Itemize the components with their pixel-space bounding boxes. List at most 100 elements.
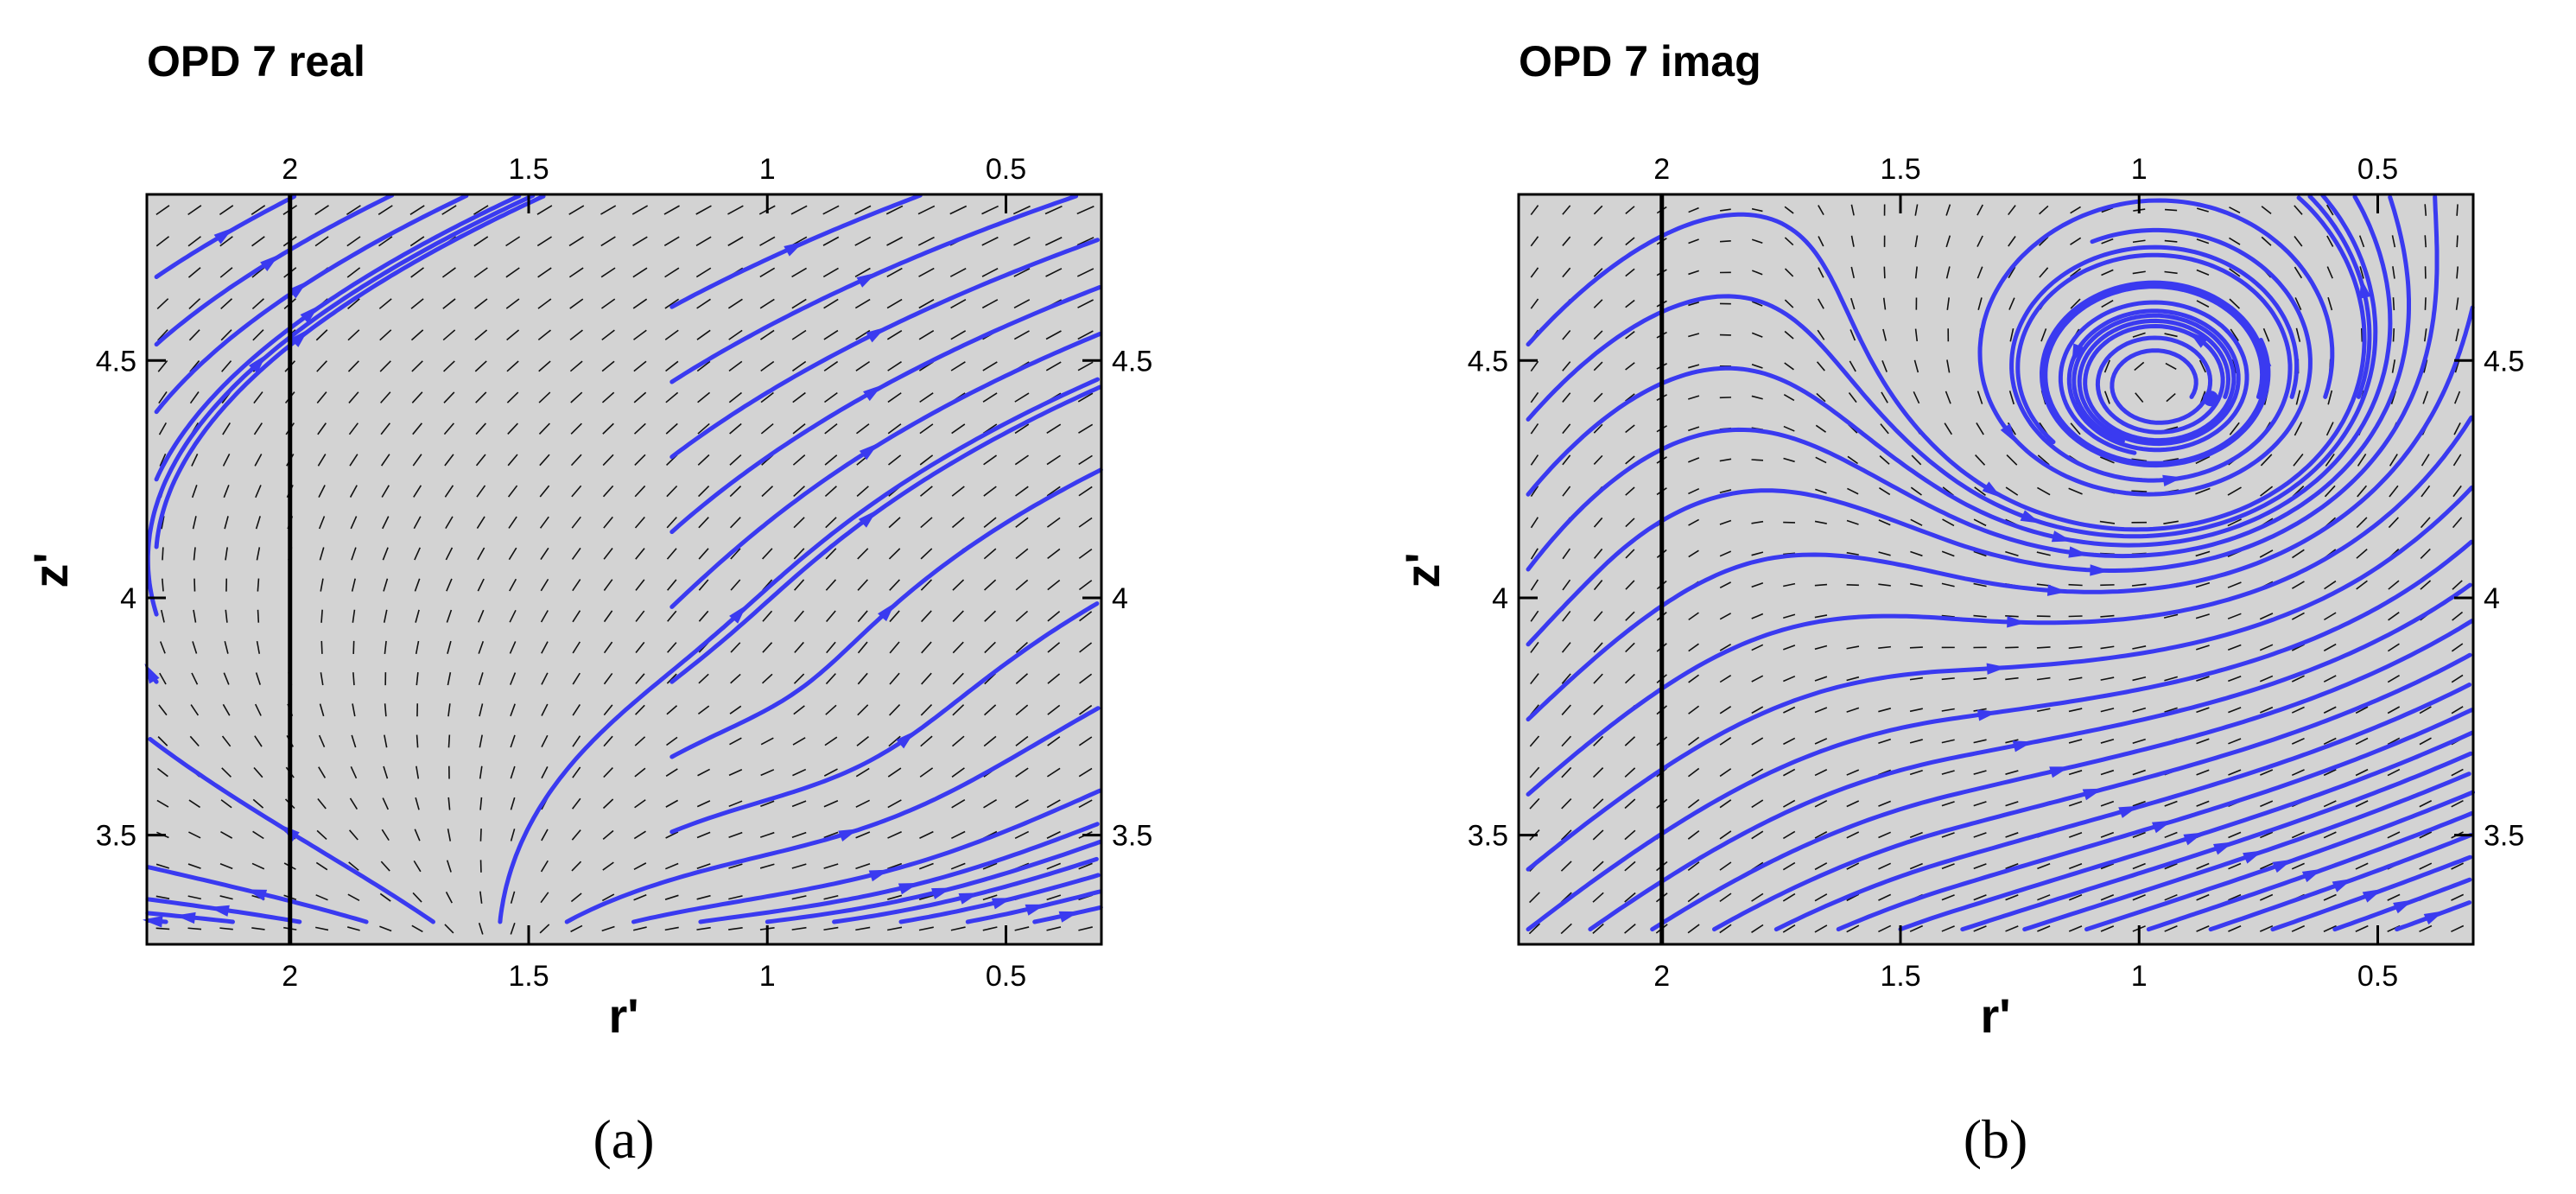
panel-b-vector bbox=[2068, 894, 2083, 901]
panel-a-vector bbox=[380, 454, 390, 467]
panel-b-streamline-arrow bbox=[2332, 878, 2353, 892]
panel-a-vector bbox=[571, 516, 581, 529]
panel-a-vector bbox=[824, 736, 838, 746]
panel-b-vector bbox=[2419, 737, 2432, 746]
panel-a-vector bbox=[664, 926, 679, 931]
panel-a-vector bbox=[823, 360, 839, 372]
panel-b-vector bbox=[2135, 392, 2144, 403]
panel-a-vector bbox=[854, 236, 872, 246]
panel-a-vector bbox=[728, 831, 743, 838]
panel-b-vector bbox=[1752, 270, 1763, 276]
panel-a-vector bbox=[759, 298, 775, 309]
panel-a-vector bbox=[1014, 392, 1030, 403]
panel-a-vector bbox=[1077, 361, 1094, 372]
panel-b-vector bbox=[1942, 518, 1955, 527]
panel-a-vector bbox=[349, 454, 358, 467]
panel-a-vector bbox=[383, 609, 388, 623]
panel-b-vector bbox=[1814, 862, 1828, 871]
panel-b-vector bbox=[1814, 614, 1828, 619]
panel-a-vector bbox=[476, 516, 485, 529]
panel-a-vector bbox=[951, 767, 965, 778]
panel-b-vector bbox=[1847, 487, 1859, 495]
panel-a-x-tick-label-bottom: 0.5 bbox=[986, 960, 1026, 993]
panel-a-vector bbox=[225, 547, 228, 561]
panel-b-vector bbox=[1562, 486, 1571, 497]
panel-b-vector bbox=[1784, 362, 1794, 371]
panel-a-vector bbox=[730, 517, 741, 529]
panel-a-vector bbox=[447, 703, 451, 717]
panel-b-vector bbox=[1846, 862, 1860, 870]
panel-a-vector bbox=[257, 578, 260, 592]
panel-a-vector bbox=[352, 640, 355, 654]
panel-a-vector bbox=[698, 548, 709, 560]
panel-b-vector bbox=[1914, 266, 1918, 279]
panel-a-vector bbox=[730, 548, 741, 560]
panel-b-vector bbox=[1624, 829, 1636, 841]
panel-a-vector bbox=[572, 766, 581, 778]
panel-a-vector bbox=[919, 486, 933, 497]
panel-b-vector bbox=[1941, 739, 1955, 744]
panel-a-vector bbox=[761, 673, 773, 684]
panel-a-vector bbox=[920, 579, 933, 591]
panel-a-vector bbox=[348, 422, 359, 435]
panel-b-vector bbox=[2228, 924, 2242, 932]
panel-b-vector bbox=[2100, 894, 2115, 901]
panel-a-vector bbox=[158, 422, 168, 435]
panel-a-vector bbox=[510, 703, 516, 717]
panel-a-vector bbox=[352, 703, 356, 717]
panel-a-vector bbox=[510, 923, 516, 935]
panel-a-vector bbox=[1079, 673, 1093, 684]
panel-a-vector bbox=[162, 547, 164, 561]
panel-b-vector bbox=[1530, 267, 1539, 278]
panel-b-vector bbox=[1879, 455, 1890, 465]
panel-a-vector bbox=[224, 641, 229, 654]
panel-a-vector bbox=[634, 736, 646, 746]
panel-b-vector bbox=[2420, 580, 2432, 590]
panel-b-vector bbox=[1592, 892, 1604, 903]
panel-b-vector bbox=[2131, 458, 2148, 462]
panel-a-vector bbox=[379, 329, 392, 341]
panel-b-streamline-arrow bbox=[2359, 277, 2371, 299]
panel-a-vector bbox=[510, 797, 516, 810]
panel-b-vector bbox=[2259, 675, 2274, 683]
panel-a-vector bbox=[889, 610, 900, 623]
panel-a-vector bbox=[1047, 579, 1061, 591]
panel-b-vector bbox=[2068, 645, 2083, 650]
panel-b-vector bbox=[1783, 394, 1795, 402]
panel-a-vector bbox=[887, 862, 903, 870]
panel-a-vector bbox=[1014, 830, 1030, 840]
panel-b-vector bbox=[2196, 300, 2210, 308]
panel-a-vector bbox=[572, 610, 581, 623]
panel-b-vector bbox=[1814, 645, 1828, 651]
panel-b-vector bbox=[1784, 237, 1794, 246]
panel-a-vector bbox=[886, 267, 903, 277]
panel-a-vector bbox=[319, 547, 325, 561]
panel-a-vector bbox=[316, 360, 327, 372]
panel-b-vector bbox=[2259, 924, 2274, 932]
panel-a-vector bbox=[473, 205, 489, 215]
panel-a-streamline-arrow bbox=[931, 887, 952, 899]
panel-b-vector bbox=[2356, 549, 2368, 559]
panel-b-vector bbox=[1593, 704, 1603, 715]
panel-b-vector bbox=[2391, 235, 2396, 248]
panel-a-vector bbox=[698, 610, 709, 622]
panel-a-vector bbox=[315, 926, 329, 931]
panel-b-vector bbox=[2164, 800, 2178, 807]
panel-a-vector bbox=[510, 829, 516, 842]
panel-a-vector bbox=[982, 392, 998, 403]
panel-b-vector bbox=[2164, 831, 2178, 839]
panel-a-vector bbox=[822, 205, 840, 215]
panel-a-vector bbox=[793, 548, 805, 560]
panel-b-x-tick-label-top: 1.5 bbox=[1880, 153, 1920, 186]
panel-a-vector bbox=[921, 610, 932, 623]
panel-b-x-tick-label-bottom: 0.5 bbox=[2357, 960, 2398, 993]
panel-a-vector bbox=[888, 548, 901, 560]
panel-b-vector bbox=[2068, 862, 2083, 870]
panel-a-vector bbox=[380, 422, 391, 435]
panel-b-vector bbox=[1562, 423, 1571, 435]
panel-a-vector bbox=[823, 863, 839, 869]
panel-a-vector bbox=[507, 422, 518, 435]
panel-a-vector bbox=[187, 895, 201, 900]
panel-b-vector bbox=[2357, 453, 2367, 467]
panel-a-vector bbox=[572, 703, 581, 716]
